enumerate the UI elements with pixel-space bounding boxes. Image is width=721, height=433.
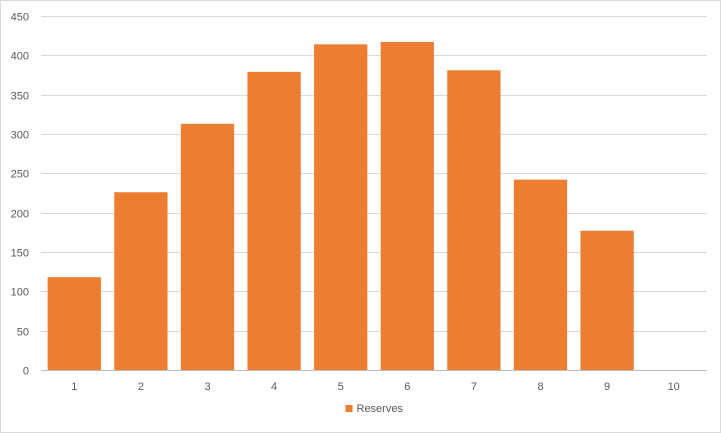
x-tick-label: 8	[537, 381, 543, 393]
y-tick-label: 0	[23, 366, 29, 378]
y-tick-label: 50	[17, 327, 29, 339]
legend: Reserves	[345, 403, 404, 415]
x-tick-label: 2	[138, 381, 144, 393]
y-tick-label: 150	[11, 248, 29, 260]
x-tick-label: 7	[471, 381, 477, 393]
y-tick-label: 100	[11, 287, 29, 299]
x-tick-label: 9	[604, 381, 610, 393]
y-tick-label: 400	[11, 51, 29, 63]
y-axis: 0 50 100 150 200 250 300 350 400 450	[11, 12, 29, 378]
bar	[314, 44, 368, 370]
y-tick-label: 300	[11, 130, 29, 142]
bar	[380, 41, 434, 371]
bars	[47, 41, 634, 371]
y-tick-label: 200	[11, 209, 29, 221]
legend-label: Reserves	[357, 403, 404, 415]
y-tick-label: 350	[11, 91, 29, 103]
x-tick-label: 10	[668, 381, 680, 393]
bar	[580, 230, 634, 370]
bar	[114, 192, 168, 370]
bar	[447, 70, 501, 370]
bar	[180, 123, 235, 370]
legend-swatch	[345, 405, 353, 412]
x-tick-label: 1	[71, 381, 77, 393]
x-tick-label: 6	[404, 381, 410, 393]
bar	[247, 71, 301, 370]
y-tick-label: 450	[11, 12, 29, 24]
bar	[47, 277, 101, 370]
y-tick-label: 250	[11, 169, 29, 181]
x-tick-label: 3	[204, 381, 210, 393]
x-axis: 1 2 3 4 5 6 7 8 9 10	[41, 370, 707, 393]
x-tick-label: 5	[338, 381, 344, 393]
bar	[513, 179, 568, 370]
x-tick-label: 4	[271, 381, 277, 393]
